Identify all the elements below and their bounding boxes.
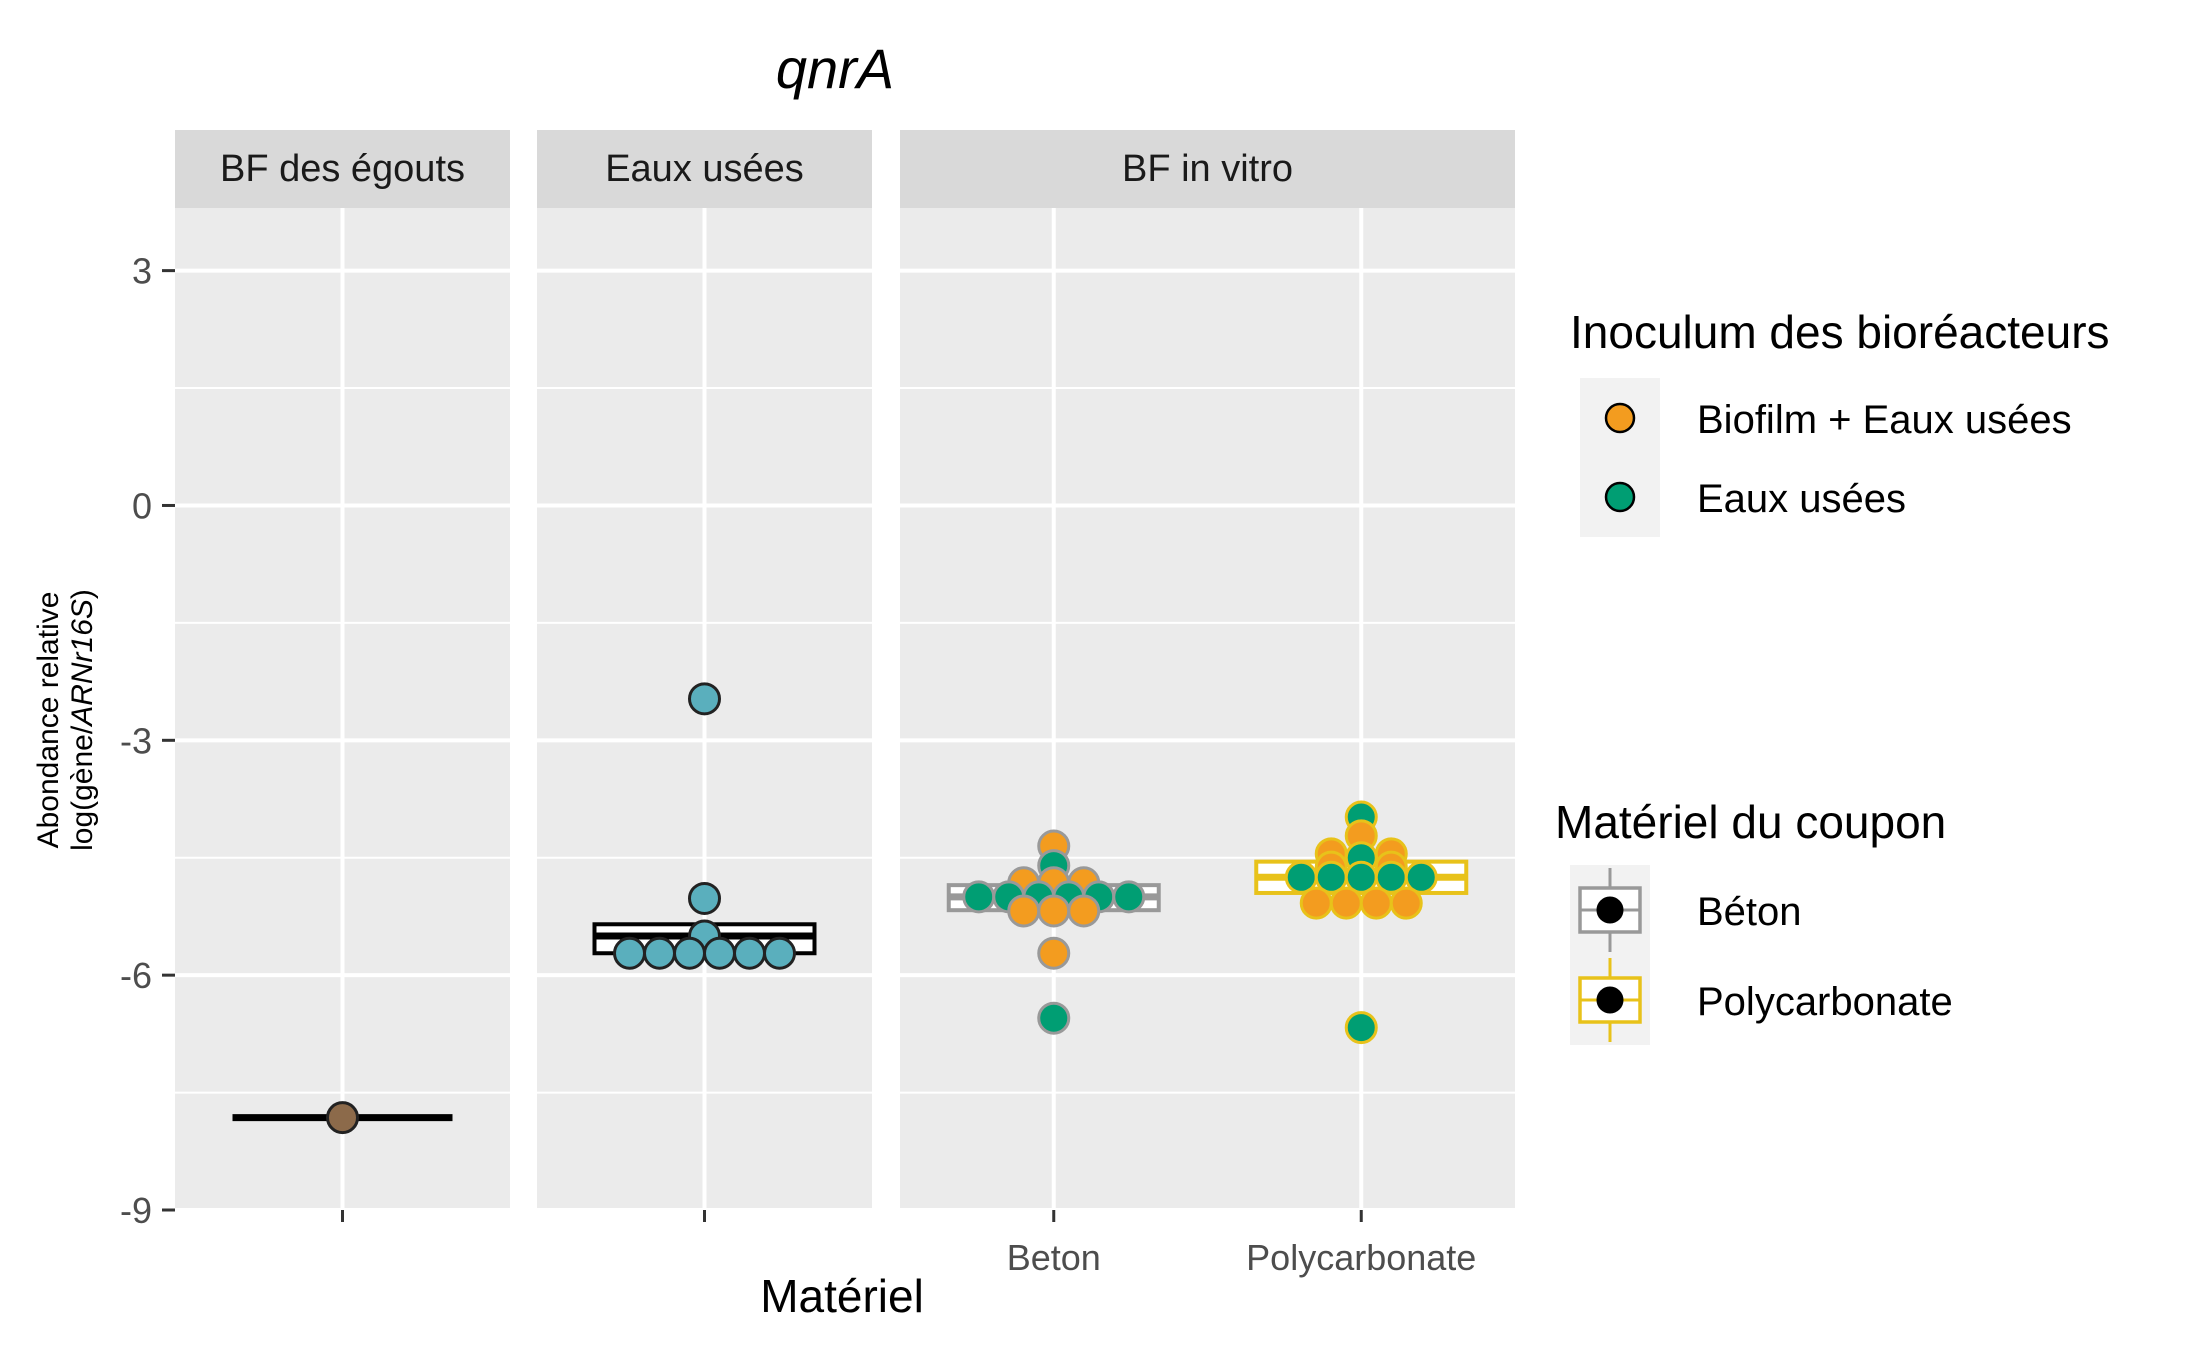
legend-label: Polycarbonate (1697, 980, 1953, 1024)
data-point (1007, 894, 1041, 928)
legend-materiel-du-coupon: Matériel du coupon Béton Polycarbonate (1555, 796, 1953, 1045)
data-point (1359, 886, 1393, 920)
data-point (703, 936, 736, 970)
data-point (1404, 860, 1438, 894)
y-axis-title-line1: Abondance relative (32, 592, 65, 849)
y-axis: 3 0 -3 -6 -9 (120, 251, 175, 1231)
data-point (673, 936, 706, 970)
y-tick-label: 3 (132, 251, 152, 292)
legend-key (1580, 457, 1660, 537)
facet-strip-label: BF des égouts (220, 148, 465, 190)
data-point (733, 936, 766, 970)
legend-title: Matériel du coupon (1555, 796, 1946, 848)
facet-strip (175, 130, 510, 208)
legend-inoculum-des-bioreacteurs: Inoculum des bioréacteurs Biofilm + Eaux … (1570, 306, 2110, 537)
data-point (688, 682, 721, 716)
panel-background (900, 208, 1515, 1210)
legend-label: Biofilm + Eaux usées (1697, 398, 2072, 442)
data-point (1037, 936, 1071, 970)
chart-title: qnrA (776, 37, 894, 100)
facet-strip (537, 130, 872, 208)
data-point (1344, 1011, 1378, 1045)
x-tick-label: Beton (1007, 1237, 1101, 1278)
data-point (1067, 894, 1101, 928)
data-point (1037, 894, 1071, 928)
y-axis-title-suffix: ) (66, 589, 99, 599)
facet-panel-bf-des-egouts: BF des égouts (175, 130, 510, 1222)
y-tick-label: -3 (120, 720, 152, 761)
facet-panel-bf-in-vitro: BF in vitro Beton Polycarbonate (900, 130, 1515, 1278)
data-point (643, 936, 676, 970)
y-axis-title-line2: log(gène/ARNr16S) (66, 589, 99, 851)
legend-key (1580, 378, 1660, 458)
facet-strip-label: BF in vitro (1122, 148, 1293, 190)
facet-panels: BF des égouts Eaux usées BF in vitro Beton P… (175, 130, 1515, 1278)
data-point (763, 936, 796, 970)
data-point (962, 880, 996, 914)
legend-key-point (1604, 402, 1636, 434)
data-point (1389, 886, 1423, 920)
legends: Inoculum des bioréacteurs Biofilm + Eaux … (1555, 306, 2110, 1045)
legend-title: Inoculum des bioréacteurs (1570, 306, 2110, 358)
legend-label: Béton (1697, 890, 1802, 934)
legend-key (1570, 865, 1650, 955)
data-point (688, 881, 721, 915)
data-point (1112, 880, 1146, 914)
legend-key-point (1604, 481, 1636, 513)
legend-key-point (1596, 896, 1624, 924)
legend-key-point (1596, 986, 1624, 1014)
y-tick-label: 0 (132, 485, 152, 526)
data-point (613, 936, 646, 970)
facet-strip-label: Eaux usées (605, 148, 804, 190)
x-tick-label: Polycarbonate (1246, 1237, 1476, 1278)
y-tick-label: -6 (120, 955, 152, 996)
facet-strip (900, 130, 1515, 208)
y-axis-title: Abondance relative log(gène/ARNr16S) (32, 589, 99, 851)
data-point (1037, 1001, 1071, 1035)
data-point (1329, 886, 1363, 920)
y-axis-title-italic: ARNr16S (66, 599, 99, 728)
y-axis-title-prefix: log(gène/ (66, 725, 99, 851)
y-tick-label: -9 (120, 1190, 152, 1231)
x-axis-title: Matériel (760, 1270, 924, 1322)
data-point (326, 1101, 359, 1135)
legend-key (1570, 955, 1650, 1045)
facet-panel-eaux-usees: Eaux usées (537, 130, 872, 1222)
data-point (1299, 886, 1333, 920)
legend-label: Eaux usées (1697, 477, 1906, 521)
